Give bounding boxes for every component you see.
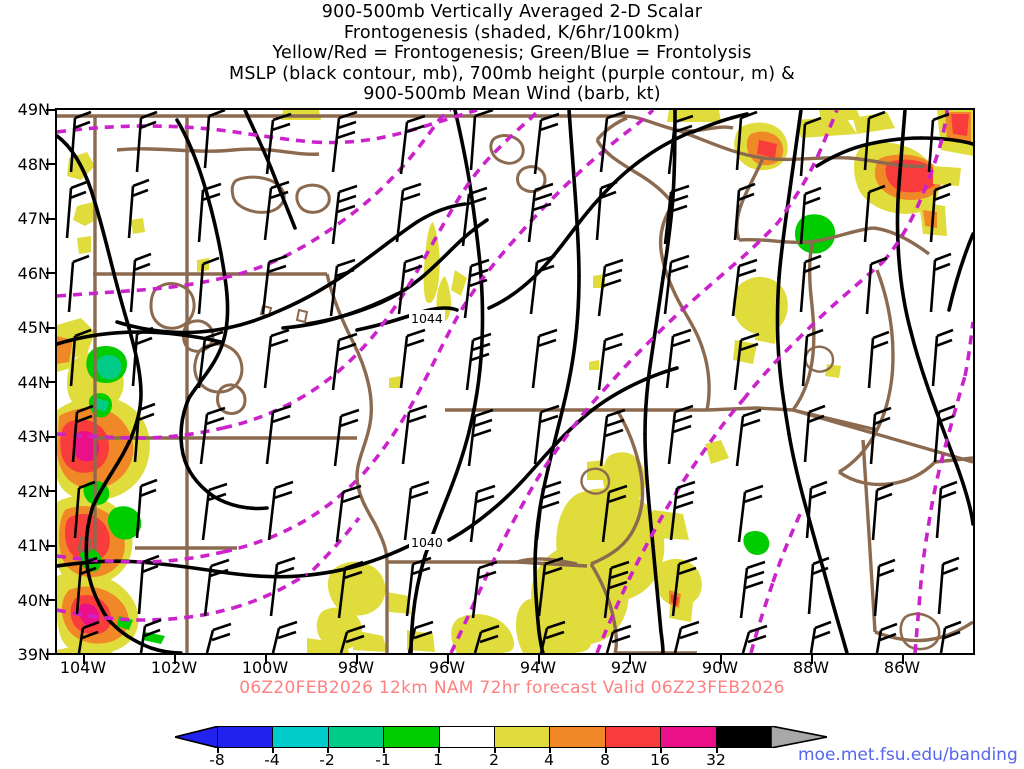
y-tick (46, 381, 55, 383)
y-tick-label: 43N (17, 427, 50, 446)
x-tick-label: 92W (610, 658, 648, 677)
colorbar-tick (438, 748, 440, 753)
y-tick-label: 46N (17, 264, 50, 283)
y-tick-label: 40N (17, 591, 50, 610)
x-tick-label: 94W (519, 658, 557, 677)
y-tick-label: 49N (17, 100, 50, 119)
frontogenesis-shading (57, 110, 973, 653)
x-tick-label: 102W (150, 658, 198, 677)
y-tick (46, 545, 55, 547)
y-tick-label: 47N (17, 209, 50, 228)
x-tick (174, 655, 176, 664)
colorbar-tick (383, 748, 385, 753)
colorbar-tick (660, 748, 662, 753)
y-tick (46, 599, 55, 601)
y-tick-label: 39N (17, 645, 50, 664)
colorbar-segments (217, 726, 772, 748)
y-tick (46, 163, 55, 165)
colorbar-segment (218, 727, 274, 747)
y-tick (46, 490, 55, 492)
colorbar-label: 4 (544, 751, 554, 769)
mslp-contours (57, 110, 973, 653)
y-tick-label: 41N (17, 536, 50, 555)
x-tick-label: 86W (883, 658, 921, 677)
colorbar-segment (328, 727, 385, 747)
title-line-4: MSLP (black contour, mb), 700mb height (… (229, 63, 795, 84)
colorbar-segment (384, 727, 440, 747)
x-tick (356, 655, 358, 664)
colorbar-over-arrow (771, 726, 827, 748)
x-tick (83, 655, 85, 664)
title-line-3: Yellow/Red = Frontogenesis; Green/Blue =… (272, 43, 752, 63)
x-tick-label: 88W (792, 658, 830, 677)
y-tick (46, 327, 55, 329)
colorbar-label: -8 (209, 751, 225, 769)
colorbar-segment (495, 727, 551, 747)
y-tick (46, 272, 55, 274)
contour-label-1040: 1040 (411, 535, 443, 550)
colorbar-tick (549, 748, 551, 753)
x-tick (902, 655, 904, 664)
colorbar-tick (217, 748, 219, 753)
x-tick-label: 104W (59, 658, 107, 677)
colorbar-label: 2 (489, 751, 499, 769)
x-tick (265, 655, 267, 664)
y-tick (46, 653, 55, 655)
x-tick (629, 655, 631, 664)
colorbar-segment (605, 727, 662, 747)
title-line-1: 900-500mb Vertically Averaged 2-D Scalar (321, 2, 703, 22)
x-tick-label: 96W (428, 658, 466, 677)
y-tick-label: 48N (17, 155, 50, 174)
map-canvas: 1044 1040 (57, 110, 973, 653)
y-tick (46, 109, 55, 111)
x-tick (720, 655, 722, 664)
colorbar-segment (439, 727, 496, 747)
colorbar-segment (273, 727, 329, 747)
y-tick-label: 42N (17, 482, 50, 501)
x-tick (447, 655, 449, 664)
forecast-caption: 06Z20FEB2026 12km NAM 72hr forecast Vali… (239, 678, 785, 698)
colorbar-tick (716, 748, 718, 753)
y-tick (46, 436, 55, 438)
colorbar-label: -4 (264, 751, 280, 769)
y-tick (46, 218, 55, 220)
chart-title: 900-500mb Vertically Averaged 2-D Scalar… (0, 2, 1024, 105)
x-tick-label: 100W (241, 658, 289, 677)
x-tick-label: 90W (701, 658, 739, 677)
colorbar-under-arrow (175, 726, 219, 748)
contour-label-1044: 1044 (411, 311, 443, 326)
x-tick (811, 655, 813, 664)
x-tick (538, 655, 540, 664)
colorbar-tick (327, 748, 329, 753)
colorbar-segment (550, 727, 606, 747)
map-plot-area: 1044 1040 (55, 108, 975, 655)
colorbar: -8 -4 -2 -1 1 2 4 8 16 32 (175, 726, 855, 769)
contour-labels: 1044 1040 (409, 310, 445, 550)
colorbar-label: 16 (650, 751, 670, 769)
wind-barbs (65, 110, 962, 653)
title-line-5: 900-500mb Mean Wind (barb, kt) (363, 84, 661, 104)
colorbar-tick (272, 748, 274, 753)
height-contours-700mb (57, 110, 973, 653)
title-line-2: Frontogenesis (shaded, K/6hr/100km) (343, 22, 681, 43)
site-watermark[interactable]: moe.met.fsu.edu/banding (798, 745, 1018, 765)
y-tick-label: 44N (17, 373, 50, 392)
y-tick-label: 45N (17, 318, 50, 337)
colorbar-label: 1 (433, 751, 443, 769)
colorbar-label: -2 (319, 751, 335, 769)
colorbar-label: 32 (706, 751, 726, 769)
colorbar-segment (661, 727, 717, 747)
colorbar-label: 8 (600, 751, 610, 769)
colorbar-tick (494, 748, 496, 753)
colorbar-tick (605, 748, 607, 753)
political-boundaries (57, 114, 973, 653)
x-tick-label: 98W (337, 658, 375, 677)
colorbar-segment (716, 727, 772, 747)
colorbar-label: -1 (375, 751, 391, 769)
